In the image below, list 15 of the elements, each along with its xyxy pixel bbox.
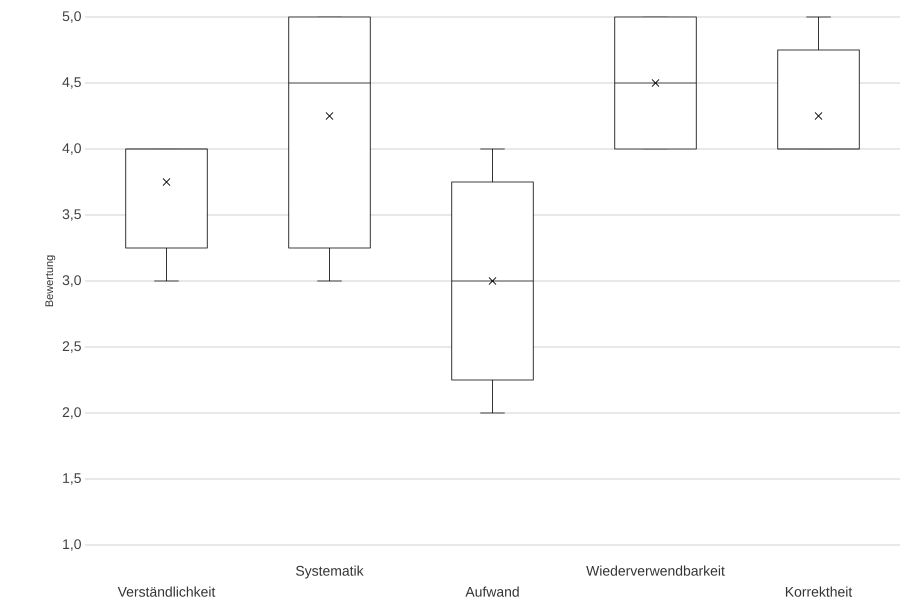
y-tick-label: 5,0 <box>62 11 81 23</box>
x-tick-label: Wiederverwendbarkeit <box>586 566 725 576</box>
y-tick-label: 3,0 <box>62 275 81 287</box>
x-tick-label: Systematik <box>296 566 364 579</box>
y-axis-title: Bewertung <box>45 256 56 306</box>
x-tick-label: Korrektheit <box>786 586 852 597</box>
y-tick-label: 2,5 <box>62 341 81 353</box>
x-tick-label: Verständlichkeit <box>118 586 216 597</box>
y-tick-label: 1,5 <box>63 473 81 485</box>
y-tick-label: 3,5 <box>62 209 81 221</box>
y-tick-label: 4,5 <box>62 77 81 89</box>
y-tick-label: 4,0 <box>62 143 81 155</box>
y-tick-label: 1,0 <box>63 539 81 551</box>
x-tick-label: Aufwand <box>465 586 519 597</box>
y-tick-label: 2,0 <box>62 407 81 419</box>
